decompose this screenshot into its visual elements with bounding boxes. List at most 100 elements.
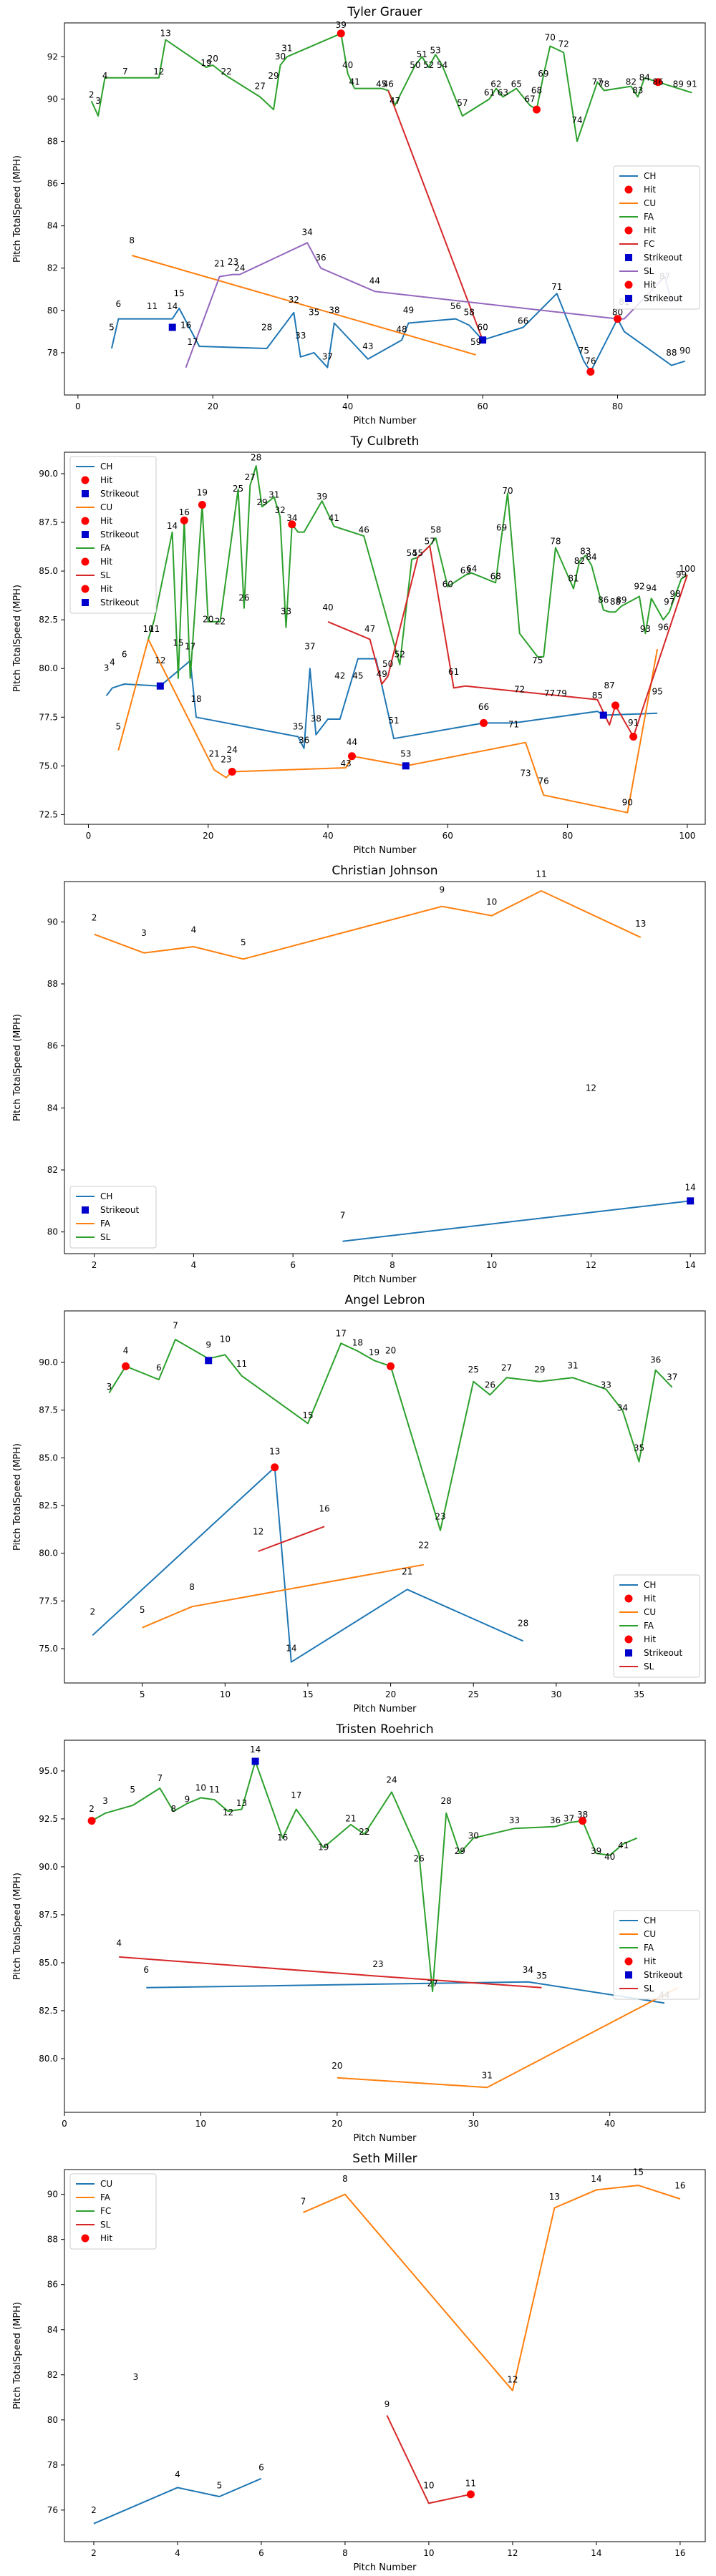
pitch-number-label: 19	[197, 488, 208, 498]
pitch-number-label: 5	[115, 721, 121, 731]
y-tick-label: 90	[47, 2190, 58, 2200]
pitch-number-label: 21	[214, 259, 225, 269]
y-axis-label: Pitch TotalSpeed (MPH)	[12, 1873, 23, 1980]
pitch-number-label: 24	[234, 263, 245, 273]
pitch-number-label: 63	[498, 87, 508, 97]
x-axis: 2 4 6 8 10 12 14 Pitch Number	[92, 1254, 696, 1285]
x-axis-label: Pitch Number	[353, 1274, 417, 1285]
legend-item: Strikeout	[625, 1648, 682, 1658]
legend-strikeout-swatch	[82, 531, 89, 538]
x-tick-label: 8	[390, 1260, 395, 1270]
x-tick-label: 10	[423, 2548, 434, 2558]
series-line-CU	[142, 1563, 424, 1629]
pitch-number-label: 8	[342, 2174, 348, 2184]
pitch-number-label: 26	[413, 1854, 424, 1864]
legend-item: SL	[619, 1662, 654, 1672]
y-axis: 80 82 84 86 88 90 Pitch TotalSpeed (MPH)	[12, 917, 64, 1237]
series-line-CH	[110, 293, 685, 373]
pitch-number-label: 63	[460, 566, 471, 576]
hit-marker	[579, 1817, 587, 1825]
legend-item: Strikeout	[82, 597, 139, 608]
legend-hit-swatch	[624, 1635, 633, 1644]
pitch-number-label: 4	[175, 2469, 180, 2479]
pitch-number-label: 50	[382, 659, 393, 669]
y-tick-label: 80.0	[39, 663, 58, 673]
chart-title: Tyler Grauer	[347, 5, 422, 19]
pitch-number-label: 76	[585, 356, 596, 366]
legend-label: Hit	[100, 584, 112, 594]
legend-item: FA	[76, 1219, 111, 1229]
pitch-number-label: 4	[102, 71, 108, 81]
pitch-number-label: 83	[632, 85, 643, 95]
pitch-number-label: 53	[430, 45, 441, 55]
legend-item: Hit	[624, 225, 656, 235]
y-axis: 78 80 82 84 86 88 90 92 Pitch TotalSpeed (MPH)	[12, 52, 64, 358]
pitch-number-label: 11	[236, 1359, 247, 1369]
legend-label: CU	[100, 502, 112, 512]
pitch-number-label: 6	[116, 299, 122, 309]
pitch-number-label: 85	[592, 691, 603, 701]
y-tick-label: 80.0	[39, 1548, 58, 1558]
chart-title: Ty Culbreth	[350, 434, 420, 449]
pitch-number-label: 77	[544, 688, 555, 698]
pitch-number-label: 67	[524, 94, 535, 104]
legend: CU FA FC SL Hit	[69, 2173, 157, 2250]
y-tick-label: 82	[47, 263, 58, 273]
pitch-number-label: 37	[667, 1372, 677, 1382]
pitch-number-label: 7	[173, 1321, 178, 1331]
pitch-number-label: 74	[571, 115, 582, 125]
pitch-number-label: 11	[149, 624, 160, 634]
x-axis-label: Pitch Number	[353, 416, 417, 426]
x-tick-label: 2	[91, 2548, 97, 2558]
y-tick-label: 86	[47, 1041, 58, 1051]
strikeout-marker	[687, 1197, 695, 1205]
legend-label: SL	[100, 570, 111, 580]
legend-item: Strikeout	[625, 293, 682, 303]
pitch-number-label: 2	[91, 2505, 97, 2515]
pitch-number-label: 19	[200, 58, 211, 68]
pitch-number-label: 36	[299, 735, 309, 745]
legend-label: Hit	[100, 557, 112, 567]
pitch-number-label: 36	[650, 1355, 661, 1365]
y-tick-label: 80	[47, 2415, 58, 2425]
legend-label: CU	[644, 198, 656, 208]
legend-item: CH	[76, 1191, 112, 1201]
pitch-number-label: 61	[448, 667, 459, 677]
x-tick-label: 5	[140, 1689, 145, 1699]
legend-label: Strikeout	[100, 489, 139, 499]
pitch-number-label: 18	[190, 694, 201, 704]
x-tick-label: 8	[342, 2548, 348, 2558]
legend-label: Hit	[644, 280, 656, 290]
x-axis-label: Pitch Number	[353, 2133, 417, 2144]
legend-item: Hit	[624, 1956, 656, 1966]
legend-strikeout-swatch	[82, 1206, 89, 1214]
x-axis-label: Pitch Number	[353, 1704, 417, 1714]
pitch-number-label: 3	[107, 1382, 112, 1392]
x-tick-label: 40	[604, 2119, 615, 2129]
y-tick-label: 85.0	[39, 566, 58, 576]
legend-item: FA	[619, 1621, 654, 1631]
pitch-number-label: 36	[315, 253, 326, 263]
legend-item: FC	[76, 2206, 111, 2216]
legend-label: FA	[644, 1621, 654, 1631]
legend-label: Strikeout	[100, 597, 139, 608]
legend-hit-swatch	[624, 226, 633, 235]
legend-item: CH	[619, 1916, 656, 1926]
x-tick-label: 6	[258, 2548, 264, 2558]
pitch-number-label: 19	[318, 1842, 329, 1852]
legend-item: Strikeout	[625, 253, 682, 263]
legend-item: SL	[76, 570, 111, 580]
y-tick-label: 87.5	[39, 1910, 58, 1920]
pitch-number-label: 20	[208, 54, 218, 64]
legend-label: Hit	[644, 185, 656, 195]
x-tick-label: 20	[208, 401, 218, 411]
pitch-number-label: 53	[400, 748, 411, 758]
pitch-number-label: 98	[670, 589, 681, 599]
hit-marker	[228, 767, 236, 776]
pitch-number-label: 39	[591, 1846, 601, 1856]
legend-frame	[69, 1186, 157, 1249]
pitch-number-label: 52	[423, 60, 434, 70]
pitch-number-label: 7	[122, 67, 128, 77]
pitch-number-label: 12	[153, 67, 164, 77]
pitch-number-label: 13	[236, 1798, 247, 1808]
